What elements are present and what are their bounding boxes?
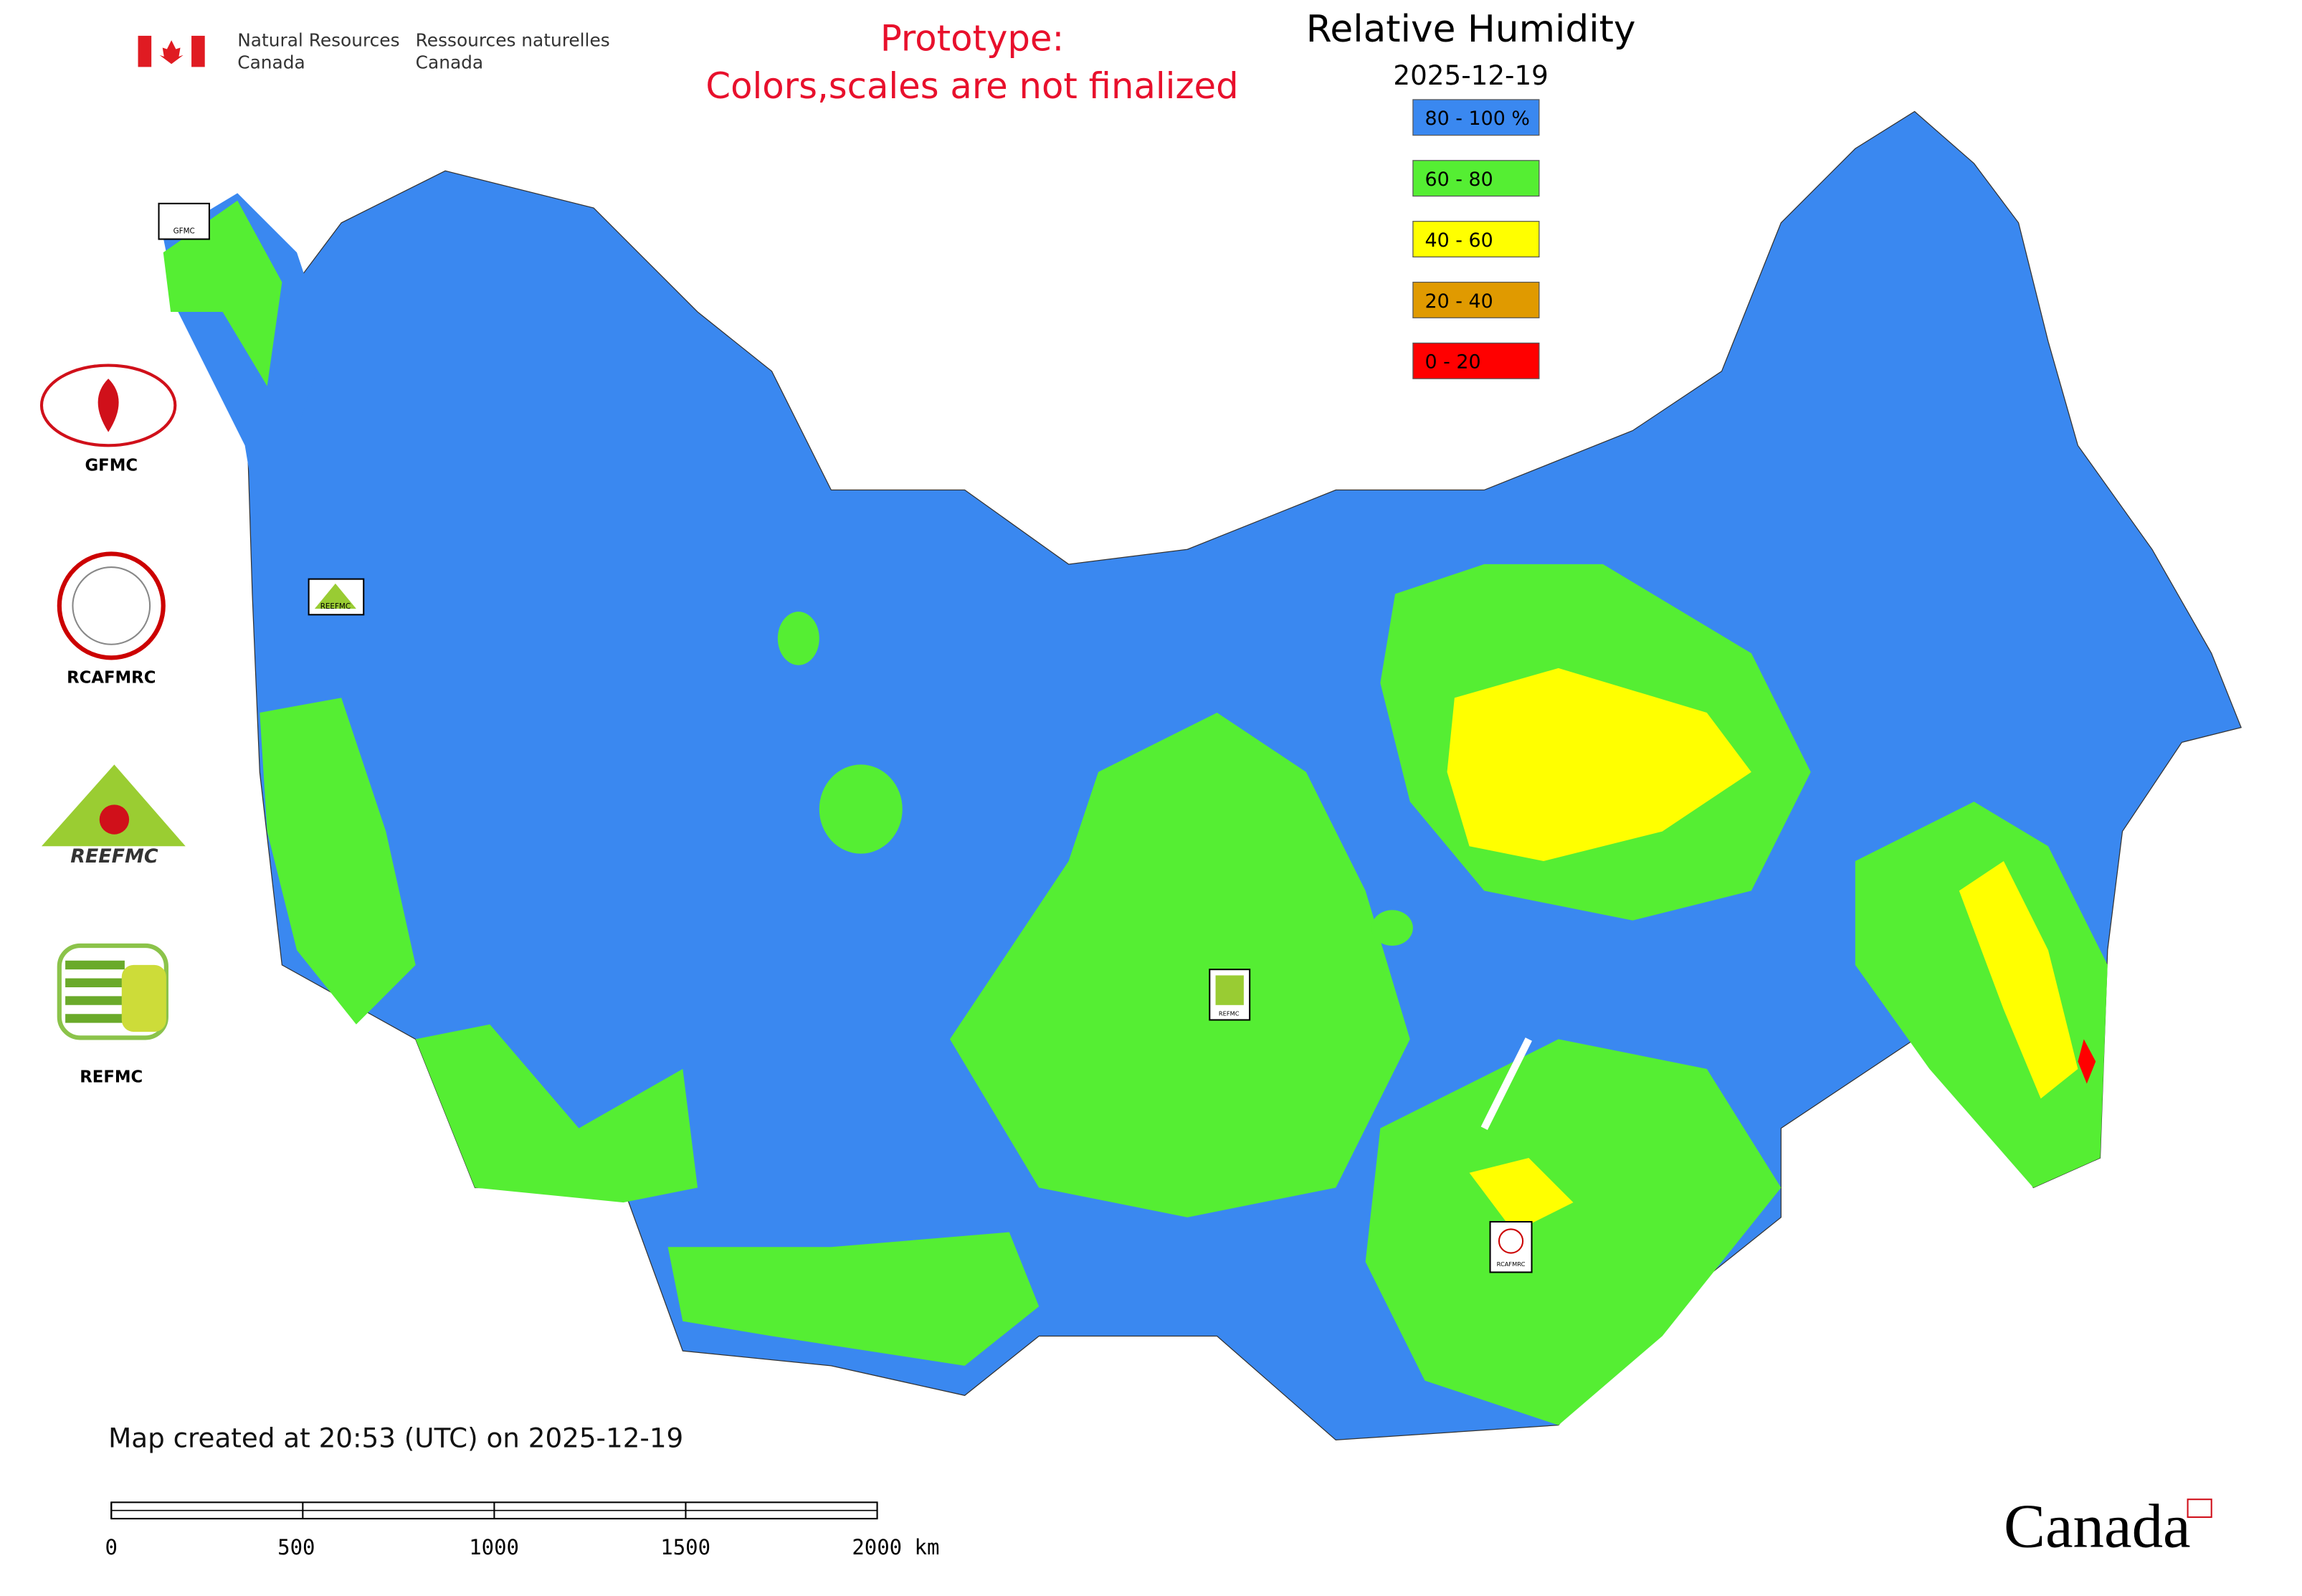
legend-label: 40 - 60 xyxy=(1425,229,1493,252)
logo-label: GFMC xyxy=(85,457,138,475)
land-rh-low xyxy=(1959,860,2078,1099)
land-rh-mid xyxy=(1365,1039,1782,1425)
land-rh-low xyxy=(1447,668,1751,861)
dept-fr: Canada xyxy=(416,52,483,72)
legend-label: 20 - 40 xyxy=(1425,290,1493,313)
logo-label: REFMC xyxy=(80,1068,143,1086)
legend: 80 - 100 % 60 - 80 40 - 60 20 - 40 0 - 20 xyxy=(1412,99,1540,379)
marker: RCAFMRC xyxy=(1489,1221,1533,1273)
marker-label: GFMC xyxy=(173,227,195,235)
land-rh-very-low xyxy=(2078,1039,2096,1084)
legend-swatch xyxy=(1412,342,1540,379)
created-note: Map created at 20:53 (UTC) on 2025-12-19 xyxy=(108,1422,683,1454)
flag-bar xyxy=(138,35,152,67)
scale-label: 500 xyxy=(277,1535,315,1559)
legend-label: 60 - 80 xyxy=(1425,168,1493,191)
wordmark-flag xyxy=(2187,1498,2212,1519)
dept-en: Canada xyxy=(237,52,305,72)
notice: Prototype: xyxy=(880,18,1064,60)
notice: Colors,scales are not finalized xyxy=(705,65,1238,107)
marker-label: REEFMC xyxy=(320,602,351,611)
map: GFMC REEFMC REFMC RCAFMRC xyxy=(158,110,2242,1441)
legend-label: 0 - 20 xyxy=(1425,351,1480,374)
scale-label: 1000 xyxy=(469,1535,519,1559)
scale-bar: 0 500 1000 1500 2000 km xyxy=(105,1501,939,1559)
land-rh-mid xyxy=(667,1232,1040,1366)
marker-label: RCAFMRC xyxy=(1497,1260,1526,1268)
dept-fr: Ressources naturelles xyxy=(416,29,610,50)
land-rh-mid xyxy=(777,612,819,665)
land-rh-mid xyxy=(819,764,903,854)
scale-label: 0 xyxy=(105,1535,118,1559)
dept-en: Natural Resources xyxy=(237,29,399,50)
flag-bar xyxy=(191,35,205,67)
logo-refmc: REFMC xyxy=(57,943,168,1086)
logo-reefmc: REEFMC xyxy=(41,764,186,868)
logo-label: RCAFMRC xyxy=(67,669,156,688)
marker-label: REFMC xyxy=(1219,1010,1240,1017)
land-rh-mid xyxy=(163,200,282,386)
legend-swatch xyxy=(1412,160,1540,197)
land-rh-mid xyxy=(260,698,416,1025)
land-rh-mid xyxy=(1371,910,1413,946)
legend-swatch xyxy=(1412,221,1540,258)
canada-wordmark: Canada xyxy=(2004,1491,2191,1560)
logo-gfmc: GFMC xyxy=(39,364,177,475)
marker: REFMC xyxy=(1209,969,1251,1021)
marker: GFMC xyxy=(158,202,210,240)
land-rh-mid xyxy=(949,712,1410,1217)
scale-label: 2000 km xyxy=(852,1535,939,1559)
legend-swatch xyxy=(1412,99,1540,136)
legend-swatch xyxy=(1412,281,1540,318)
legend-label: 80 - 100 % xyxy=(1425,108,1530,130)
logo-rcafmrc: RCAFMRC xyxy=(57,551,166,688)
land-rh-mid xyxy=(415,1024,698,1203)
map-date: 2025-12-19 xyxy=(1393,60,1548,91)
logo-label: REEFMC xyxy=(70,845,158,868)
maple-leaf xyxy=(159,40,184,65)
marker: REEFMC xyxy=(308,578,365,616)
fip-header: Natural Resources Canada Ressources natu… xyxy=(138,29,610,72)
scale-label: 1500 xyxy=(660,1535,710,1559)
map-title: Relative Humidity xyxy=(1306,8,1636,51)
lake-baikal xyxy=(1480,1037,1533,1130)
